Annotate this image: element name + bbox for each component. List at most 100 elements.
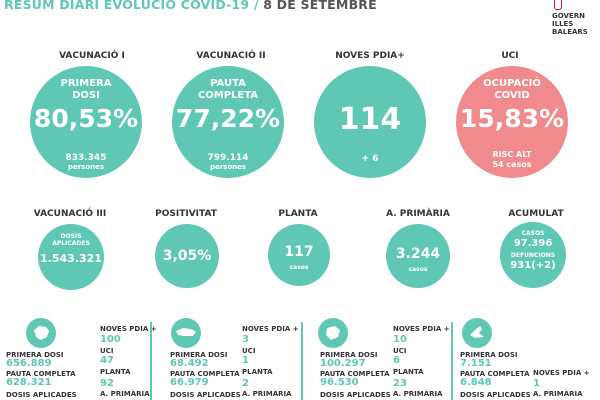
coat-of-arms-icon xyxy=(554,0,562,10)
noves-pdia-header: NOVES PDIA+ xyxy=(335,51,405,61)
eivissa-planta-value: 23 xyxy=(393,378,407,389)
menorca-icon xyxy=(176,328,196,336)
vac3-value: 1.543.321 xyxy=(40,252,102,265)
mallorca-circle xyxy=(26,318,56,348)
eivissa-pauta-value: 96.530 xyxy=(320,377,359,388)
formentera-primera-label: PRIMERA DOSI xyxy=(460,351,518,359)
eivissa-icon xyxy=(326,326,340,340)
positivitat-value: 3,05% xyxy=(162,248,212,264)
title-date: 8 DE SETEMBRE xyxy=(263,0,377,12)
govern-logo: GOVERN ILLES BALEARS xyxy=(552,0,596,42)
vacunacio-1-header: VACUNACIÓ I xyxy=(59,51,125,61)
atencio-primaria-sub: casos xyxy=(408,266,428,273)
uci-label1: OCUPACIÓ xyxy=(483,78,541,89)
noves-pdia-sub: + 6 xyxy=(361,154,379,164)
menorca-pauta-value: 66.979 xyxy=(170,377,209,388)
atencio-primaria-circle: 3.244 casos xyxy=(386,224,450,288)
vac1-sub2: persones xyxy=(67,163,105,171)
menorca-planta-value: 2 xyxy=(242,378,249,389)
mallorca-uci-label: UCI xyxy=(100,347,114,355)
menorca-dosis-label: DOSIS APLICADES xyxy=(170,391,241,399)
formentera-ap-label: A. PRIMÀRIA xyxy=(533,390,583,398)
vac2-sub2: persones xyxy=(209,163,247,171)
vac2-label2: COMPLETA xyxy=(197,90,259,101)
menorca-uci-label: UCI xyxy=(242,347,256,355)
eivissa-noves-label: NOVES PDIA + xyxy=(393,325,450,333)
formentera-dosis-label: DOSIS APLICADES xyxy=(460,391,531,399)
acumulat-label1: CASOS xyxy=(521,230,545,237)
mallorca-ap-label: A. PRIMÀRIA xyxy=(100,390,150,398)
logo-text: GOVERN ILLES BALEARS xyxy=(552,12,588,36)
planta-circle: 117 casos xyxy=(268,224,330,286)
mallorca-dosis-label: DOSIS APLICADES xyxy=(6,391,77,399)
title-main: RESUM DIARI EVOLUCIÓ COVID-19 / xyxy=(4,0,259,12)
uci-value: 15,83% xyxy=(459,104,565,133)
eivissa-uci-value: 6 xyxy=(393,355,400,366)
acumulat-header: ACUMULAT xyxy=(508,209,564,219)
mallorca-pauta-label: PAUTA COMPLETA xyxy=(6,370,76,378)
menorca-ap-label: A. PRIMÀRIA xyxy=(242,390,292,398)
formentera-pauta-value: 6.848 xyxy=(460,377,492,388)
menorca-planta-label: PLANTA xyxy=(242,368,273,376)
uci-header: UCI xyxy=(501,51,519,61)
vac1-value: 80,53% xyxy=(33,104,139,133)
divider-2 xyxy=(301,322,303,400)
uci-circle: OCUPACIÓ COVID 15,83% RISC ALT 54 casos xyxy=(456,66,568,178)
mallorca-pauta-value: 628.321 xyxy=(6,377,52,388)
eivissa-uci-label: UCI xyxy=(393,347,407,355)
uci-sub2: 54 casos xyxy=(492,160,532,169)
eivissa-primera-value: 100.297 xyxy=(320,358,366,369)
vac2-label1: PAUTA xyxy=(210,78,246,89)
divider-3 xyxy=(451,322,453,400)
eivissa-primera-label: PRIMERA DOSI xyxy=(320,351,378,359)
vacunacio-3-circle: DOSIS APLICADES 1.543.321 xyxy=(38,224,104,290)
formentera-noves-label: NOVES PDIA + xyxy=(533,369,590,377)
acumulat-value1: 97.396 xyxy=(513,238,553,249)
formentera-noves-value: 1 xyxy=(533,378,540,389)
planta-value: 117 xyxy=(284,244,314,260)
eivissa-ap-label: A. PRIMÀRIA xyxy=(393,390,443,398)
positivitat-header: POSITIVITAT xyxy=(155,209,217,219)
mallorca-planta-value: 92 xyxy=(100,378,114,389)
vacunacio-2-circle: PAUTA COMPLETA 77,22% 799.114 persones xyxy=(172,66,284,178)
mallorca-primera-value: 656.889 xyxy=(6,358,52,369)
atencio-primaria-value: 3.244 xyxy=(395,246,441,262)
vac2-sub1: 799.114 xyxy=(207,153,249,163)
atencio-primaria-header: A. PRIMÀRIA xyxy=(386,209,450,219)
vac1-label1: PRIMERA xyxy=(60,78,112,89)
vac3-label2: APLICADES xyxy=(52,240,90,247)
mallorca-uci-value: 47 xyxy=(100,355,114,366)
mallorca-icon xyxy=(34,326,49,340)
vacunacio-1-circle: PRIMERA DOSI 80,53% 833.345 persones xyxy=(30,66,142,178)
menorca-circle xyxy=(171,318,201,348)
formentera-circle xyxy=(462,318,492,348)
positivitat-circle: 3,05% xyxy=(155,224,219,288)
vac1-sub1: 833.345 xyxy=(65,153,107,163)
eivissa-planta-label: PLANTA xyxy=(393,368,424,376)
menorca-primera-value: 68.492 xyxy=(170,358,209,369)
vac2-value: 77,22% xyxy=(175,104,281,133)
acumulat-label2: DEFUNCIONS xyxy=(510,252,556,259)
divider-1 xyxy=(150,322,152,400)
vac3-label1: DOSIS xyxy=(60,233,82,240)
planta-sub: casos xyxy=(289,264,309,271)
page-title: RESUM DIARI EVOLUCIÓ COVID-19 / 8 DE SET… xyxy=(4,0,377,12)
eivissa-noves-value: 10 xyxy=(393,334,407,345)
planta-header: PLANTA xyxy=(278,209,318,219)
menorca-pauta-label: PAUTA COMPLETA xyxy=(170,370,240,378)
noves-pdia-circle: 114 + 6 xyxy=(314,66,426,178)
formentera-primera-value: 7.151 xyxy=(460,358,492,369)
vacunacio-3-header: VACUNACIÓ III xyxy=(33,209,107,219)
menorca-primera-label: PRIMERA DOSI xyxy=(170,351,228,359)
menorca-uci-value: 1 xyxy=(242,355,249,366)
uci-sub1: RISC ALT xyxy=(492,150,532,159)
vac1-label2: DOSI xyxy=(72,90,100,101)
acumulat-value2: 931(+2) xyxy=(510,260,556,271)
mallorca-noves-value: 100 xyxy=(100,334,121,345)
mallorca-primera-label: PRIMERA DOSI xyxy=(6,351,64,359)
noves-pdia-value: 114 xyxy=(338,102,402,137)
eivissa-pauta-label: PAUTA COMPLETA xyxy=(320,370,390,378)
vacunacio-2-header: VACUNACIÓ II xyxy=(196,51,266,61)
formentera-icon xyxy=(470,326,484,338)
mallorca-planta-label: PLANTA xyxy=(100,368,131,376)
